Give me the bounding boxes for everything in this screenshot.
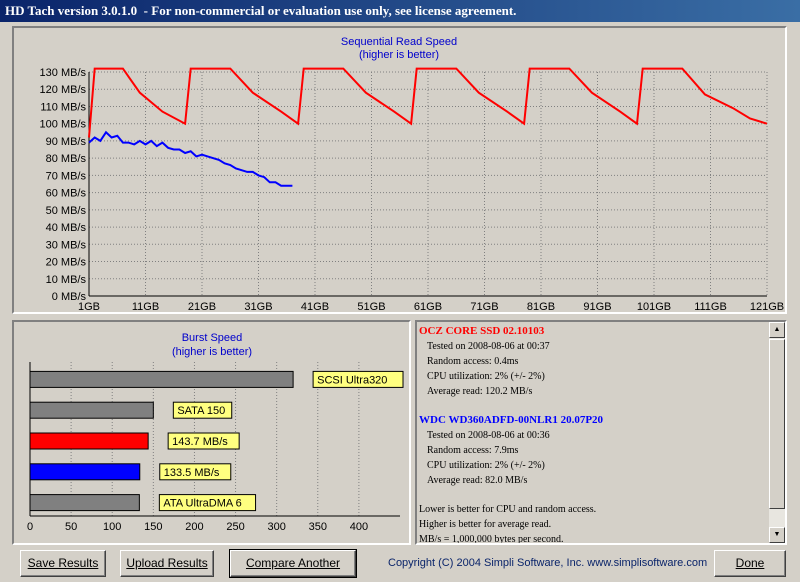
burst-x-tick-label: 0 [27,521,33,533]
burst-bar [29,432,149,450]
burst-x-tick-label: 300 [267,521,285,533]
drive2-average-read: Average read: 82.0 MB/s [427,475,528,486]
x-tick-label: 101GB [637,301,671,312]
burst-bar-label: ATA UltraDMA 6 [163,498,241,510]
burst-bar-label: 133.5 MB/s [164,467,220,479]
x-tick-label: 81GB [527,301,555,312]
x-tick-label: 31GB [244,301,272,312]
burst-bar-label: SCSI Ultra320 [317,374,387,386]
burst-x-tick-label: 150 [144,521,162,533]
scrollbar-thumb[interactable] [769,339,785,509]
burst-x-tick-label: 50 [65,521,77,533]
burst-bar-label: SATA 150 [177,405,225,417]
x-tick-label: 91GB [583,301,611,312]
results-scrollbar[interactable]: ▲ ▼ [769,322,785,543]
y-tick-label: 120 MB/s [40,84,87,96]
burst-bar-label-box [172,401,233,419]
drive2-cpu: CPU utilization: 2% (+/- 2%) [427,460,545,471]
drive1-cpu: CPU utilization: 2% (+/- 2%) [427,371,545,382]
x-tick-label: 111GB [694,301,727,312]
chart-title: Sequential Read Speed [341,36,457,48]
burst-bar-label-box [312,370,404,388]
drive1-name: OCZ CORE SSD 02.10103 [419,325,545,337]
burst-x-tick-label: 350 [309,521,327,533]
burst-bar [29,494,140,512]
sequential-read-panel: Sequential Read Speed (higher is better) 0… [12,26,787,314]
drive1-tested: Tested on 2008-08-06 at 00:37 [427,341,550,352]
y-tick-label: 130 MB/s [40,67,87,79]
x-tick-label: 41GB [301,301,329,312]
burst-x-tick-label: 200 [185,521,203,533]
drive2-random-access: Random access: 7.9ms [427,445,519,456]
x-tick-label: 71GB [470,301,498,312]
y-tick-label: 20 MB/s [46,257,87,269]
y-tick-label: 60 MB/s [46,188,87,200]
results-panel[interactable]: OCZ CORE SSD 02.10103 Tested on 2008-08-… [415,320,787,545]
scroll-up-arrow-icon[interactable]: ▲ [769,322,785,338]
burst-bar-label: 143.7 MB/s [172,436,228,448]
burst-bar-label-box [167,432,240,450]
drive1-random-access: Random access: 0.4ms [427,356,519,367]
save-results-button[interactable]: Save Results [20,550,106,577]
burst-x-tick-label: 250 [226,521,244,533]
scroll-down-arrow-icon[interactable]: ▼ [769,527,785,543]
y-tick-label: 50 MB/s [46,205,87,217]
note-higher-better: Higher is better for average read. [419,519,552,530]
burst-bar-label-box [159,463,232,481]
y-tick-label: 10 MB/s [46,274,87,286]
burst-speed-chart: Burst Speed (higher is better) 0 50 100 150 20… [27,332,404,533]
window-title: HD Tach version 3.0.1.0 - For non-commer… [0,0,800,22]
burst-subtitle: (higher is better) [172,346,252,358]
y-tick-label: 0 MB/s [52,291,87,303]
burst-bar [29,401,154,419]
burst-title: Burst Speed [182,332,243,344]
results-content: OCZ CORE SSD 02.10103 Tested on 2008-08-… [419,324,769,545]
x-tick-label: 21GB [188,301,216,312]
burst-bar [29,463,141,481]
burst-bar-label-box [158,494,257,512]
chart-subtitle: (higher is better) [359,49,439,61]
drive2-tested: Tested on 2008-08-06 at 00:36 [427,430,550,441]
upload-results-button[interactable]: Upload Results [120,550,214,577]
drive1-read-line [88,67,768,138]
burst-x-tick-label: 100 [103,521,121,533]
y-tick-label: 70 MB/s [46,170,87,182]
y-tick-label: 90 MB/s [46,136,87,148]
x-tick-label: 61GB [414,301,442,312]
drive2-name: WDC WD360ADFD-00NLR1 20.07P20 [419,414,604,426]
x-tick-label: 11GB [132,301,159,312]
drive1-average-read: Average read: 120.2 MB/s [427,386,533,397]
y-tick-label: 100 MB/s [40,119,87,131]
sequential-read-chart: Sequential Read Speed(higher is better) 0… [40,36,785,312]
y-tick-label: 30 MB/s [46,239,87,251]
x-tick-label: 1GB [78,301,100,312]
y-tick-label: 40 MB/s [46,222,87,234]
note-lower-better: Lower is better for CPU and random acces… [419,504,597,515]
y-tick-label: 110 MB/s [40,101,86,113]
burst-x-tick-label: 400 [350,521,368,533]
done-button[interactable]: Done [714,550,786,577]
copyright-text: Copyright (C) 2004 Simpli Software, Inc.… [388,557,708,569]
burst-speed-panel: Burst Speed (higher is better) 0 50 100 150 20… [12,320,411,545]
drive2-read-line [88,130,293,187]
burst-bar [29,370,294,388]
compare-another-drive-button[interactable]: Compare Another Drive [229,549,357,582]
x-tick-label: 51GB [357,301,385,312]
note-mbs-definition: MB/s = 1,000,000 bytes per second. [419,534,564,545]
y-tick-label: 80 MB/s [46,153,87,165]
x-tick-label: 121GB [750,301,784,312]
